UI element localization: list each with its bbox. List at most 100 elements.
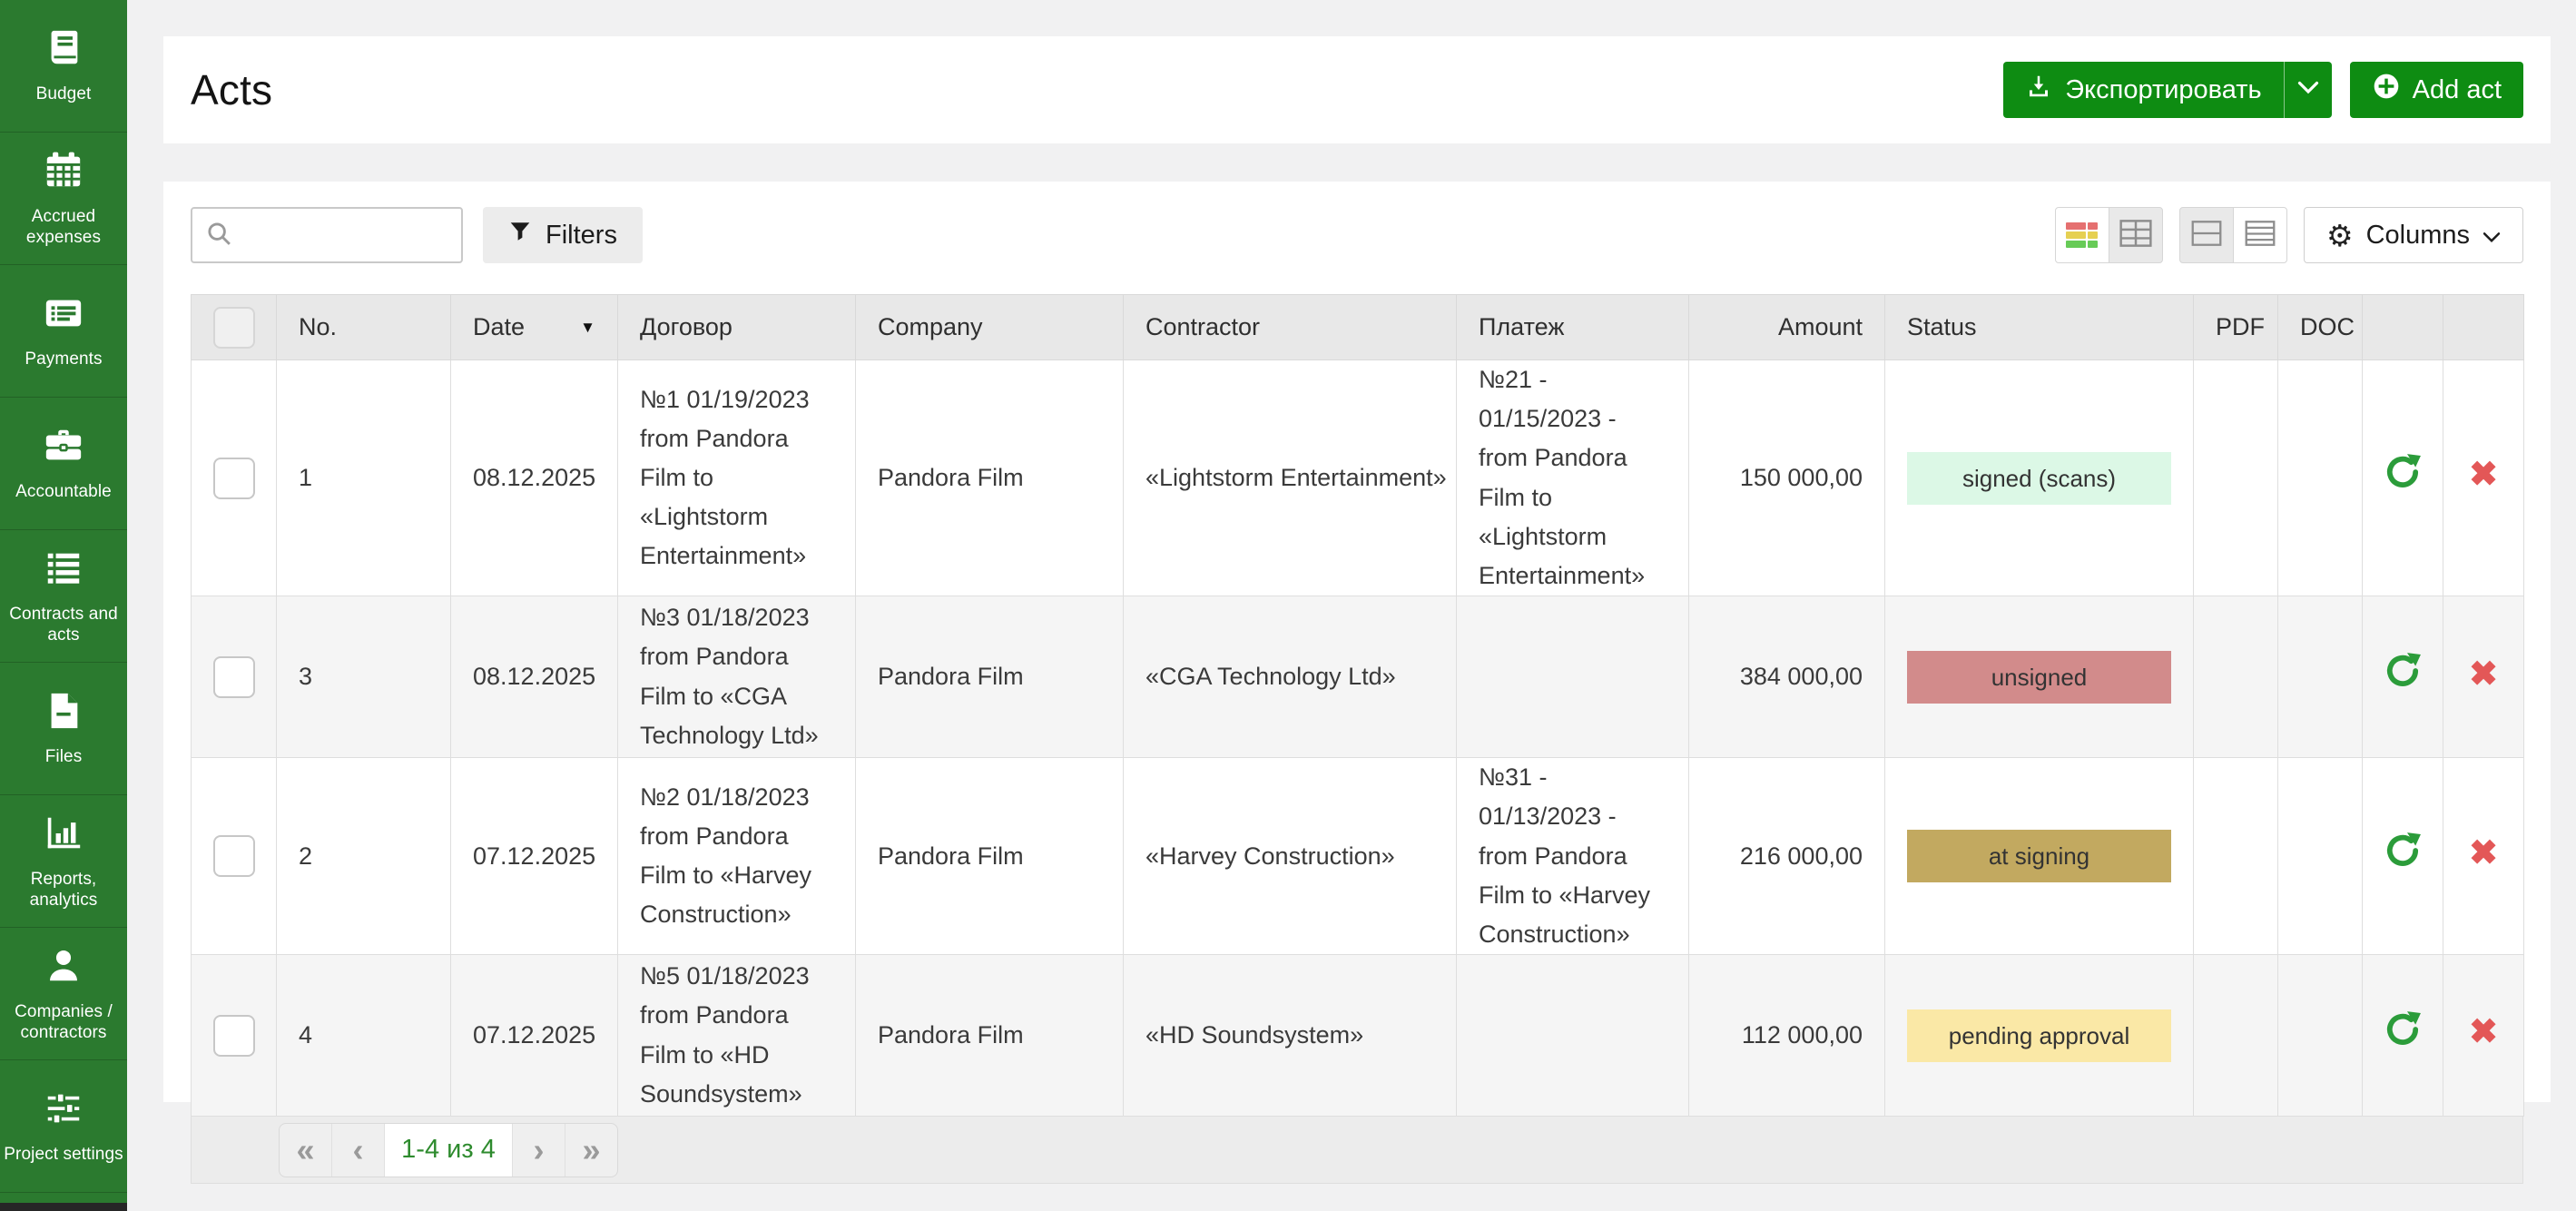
export-options-button[interactable] (2283, 62, 2332, 118)
first-page-icon: « (296, 1130, 315, 1168)
delete-icon[interactable]: ✖ (2469, 456, 2498, 495)
plain-grid-view-button[interactable] (2108, 207, 2163, 263)
column-header-doc[interactable]: DOC (2277, 294, 2363, 360)
delete-icon[interactable]: ✖ (2469, 1013, 2498, 1052)
next-page-icon: › (533, 1130, 545, 1168)
cell-contractor: «HD Soundsystem» (1123, 954, 1457, 1117)
table-row: 4 07.12.2025 №5 01/18/2023 from Pandora Fi… (191, 954, 2524, 1117)
sidebar-item-companies-contractors[interactable]: Companies / contractors (0, 928, 127, 1060)
column-header-pdf[interactable]: PDF (2193, 294, 2278, 360)
column-header-actions (2362, 294, 2443, 360)
sidebar-item-payments[interactable]: Payments (0, 265, 127, 398)
chevron-down-icon (2483, 221, 2501, 251)
cell-pdf (2193, 596, 2278, 759)
column-header-договор[interactable]: Договор (617, 294, 856, 360)
acts-table: No. Date ▼ Договор Company Contractor Платеж Am… (191, 294, 2524, 1117)
cell-delete: ✖ (2443, 757, 2524, 956)
row-checkbox[interactable] (212, 457, 255, 499)
refresh-icon[interactable] (2382, 451, 2424, 505)
cell-doc (2277, 359, 2363, 597)
acts-panel: Filters (163, 182, 2551, 1185)
columns-button-label: Columns (2365, 220, 2470, 250)
cell-no: 3 (276, 596, 451, 759)
select-all-header-cell[interactable] (191, 294, 277, 360)
filters-button-label: Filters (546, 220, 617, 250)
gear-icon: ⚙ (2325, 218, 2354, 252)
column-header-no-[interactable]: No. (276, 294, 451, 360)
column-header-label: PDF (2216, 313, 2265, 340)
sidebar-item-files[interactable]: Files (0, 663, 127, 795)
row-checkbox[interactable] (212, 1014, 255, 1057)
cell-contract: №2 01/18/2023 from Pandora Film to «Harv… (617, 757, 856, 956)
sidebar-item-project-settings[interactable]: Project settings (0, 1060, 127, 1193)
next-page-button[interactable]: › (513, 1123, 565, 1177)
cell-contractor: «Harvey Construction» (1123, 757, 1457, 956)
color-view-toggle-group (2054, 207, 2163, 263)
sidebar-nav: Budget Accrued expenses Payments Accountabl… (0, 0, 127, 1193)
refresh-icon[interactable] (2382, 830, 2424, 883)
expanded-rows-view-button[interactable] (2178, 207, 2234, 263)
export-split-button: Экспортировать (2003, 62, 2332, 118)
calendar-icon (43, 149, 84, 192)
add-act-button[interactable]: Add act (2349, 62, 2523, 118)
column-header-label: Договор (640, 313, 732, 340)
cell-refresh (2362, 596, 2443, 759)
cell-pdf (2193, 954, 2278, 1117)
export-button[interactable]: Экспортировать (2003, 62, 2283, 118)
row-checkbox[interactable] (212, 655, 255, 698)
sidebar: Budget Accrued expenses Payments Accountabl… (0, 0, 127, 1211)
column-header-amount[interactable]: Amount (1688, 294, 1885, 360)
column-header-label: DOC (2300, 313, 2355, 340)
cell-refresh (2362, 359, 2443, 597)
sidebar-item-accountable[interactable]: Accountable (0, 398, 127, 530)
column-header-status[interactable]: Status (1884, 294, 2194, 360)
cell-status: signed (scans) (1884, 359, 2194, 597)
cell-delete: ✖ (2443, 596, 2524, 759)
chevron-down-icon (2297, 81, 2319, 99)
search-box (191, 207, 463, 263)
column-header-contractor[interactable]: Contractor (1123, 294, 1457, 360)
plus-circle-icon (2372, 72, 2401, 108)
colored-rows-view-button[interactable] (2054, 207, 2109, 263)
row-select-cell (191, 596, 277, 759)
sidebar-item-label: Companies / contractors (15, 1001, 113, 1042)
delete-icon[interactable]: ✖ (2469, 655, 2498, 694)
cell-refresh (2362, 954, 2443, 1117)
last-page-icon: » (582, 1130, 601, 1168)
compact-rows-view-button[interactable] (2232, 207, 2287, 263)
search-input[interactable] (241, 220, 452, 251)
sidebar-item-label: Project settings (4, 1145, 123, 1165)
sidebar-item-label: Contracts and acts (9, 604, 118, 645)
table-row: 1 08.12.2025 №1 01/19/2023 from Pandora Fi… (191, 359, 2524, 597)
cell-payment (1456, 596, 1689, 759)
first-page-button[interactable]: « (280, 1123, 332, 1177)
book-icon (43, 26, 84, 70)
last-page-button[interactable]: » (565, 1124, 617, 1177)
column-header-label: Company (878, 313, 983, 340)
column-header-date[interactable]: Date ▼ (450, 294, 618, 360)
delete-icon[interactable]: ✖ (2469, 834, 2498, 872)
column-header-label: No. (299, 313, 338, 340)
table-row: 3 08.12.2025 №3 01/18/2023 from Pandora Fi… (191, 596, 2524, 759)
cell-doc (2277, 596, 2363, 759)
column-header-company[interactable]: Company (855, 294, 1124, 360)
refresh-icon[interactable] (2382, 1009, 2424, 1062)
sidebar-item-reports-analytics[interactable]: Reports, analytics (0, 795, 127, 928)
status-badge: pending approval (1907, 1009, 2171, 1062)
cell-contractor: «CGA Technology Ltd» (1123, 596, 1457, 759)
cell-delete: ✖ (2443, 954, 2524, 1117)
select-all-checkbox[interactable] (212, 306, 255, 349)
colored-rows-icon (2066, 222, 2099, 248)
sidebar-item-budget[interactable]: Budget (0, 0, 127, 133)
column-header-платеж[interactable]: Платеж (1456, 294, 1689, 360)
columns-button[interactable]: ⚙ Columns (2303, 207, 2523, 263)
sidebar-item-label: Accountable (15, 482, 112, 502)
sidebar-item-label: Accrued expenses (25, 206, 102, 247)
row-checkbox[interactable] (212, 835, 255, 878)
sidebar-item-contracts-and-acts[interactable]: Contracts and acts (0, 530, 127, 663)
cell-company: Pandora Film (855, 359, 1124, 597)
prev-page-button[interactable]: ‹ (332, 1123, 385, 1177)
filters-button[interactable]: Filters (483, 207, 643, 263)
refresh-icon[interactable] (2382, 650, 2424, 704)
sidebar-item-accrued-expenses[interactable]: Accrued expenses (0, 133, 127, 265)
